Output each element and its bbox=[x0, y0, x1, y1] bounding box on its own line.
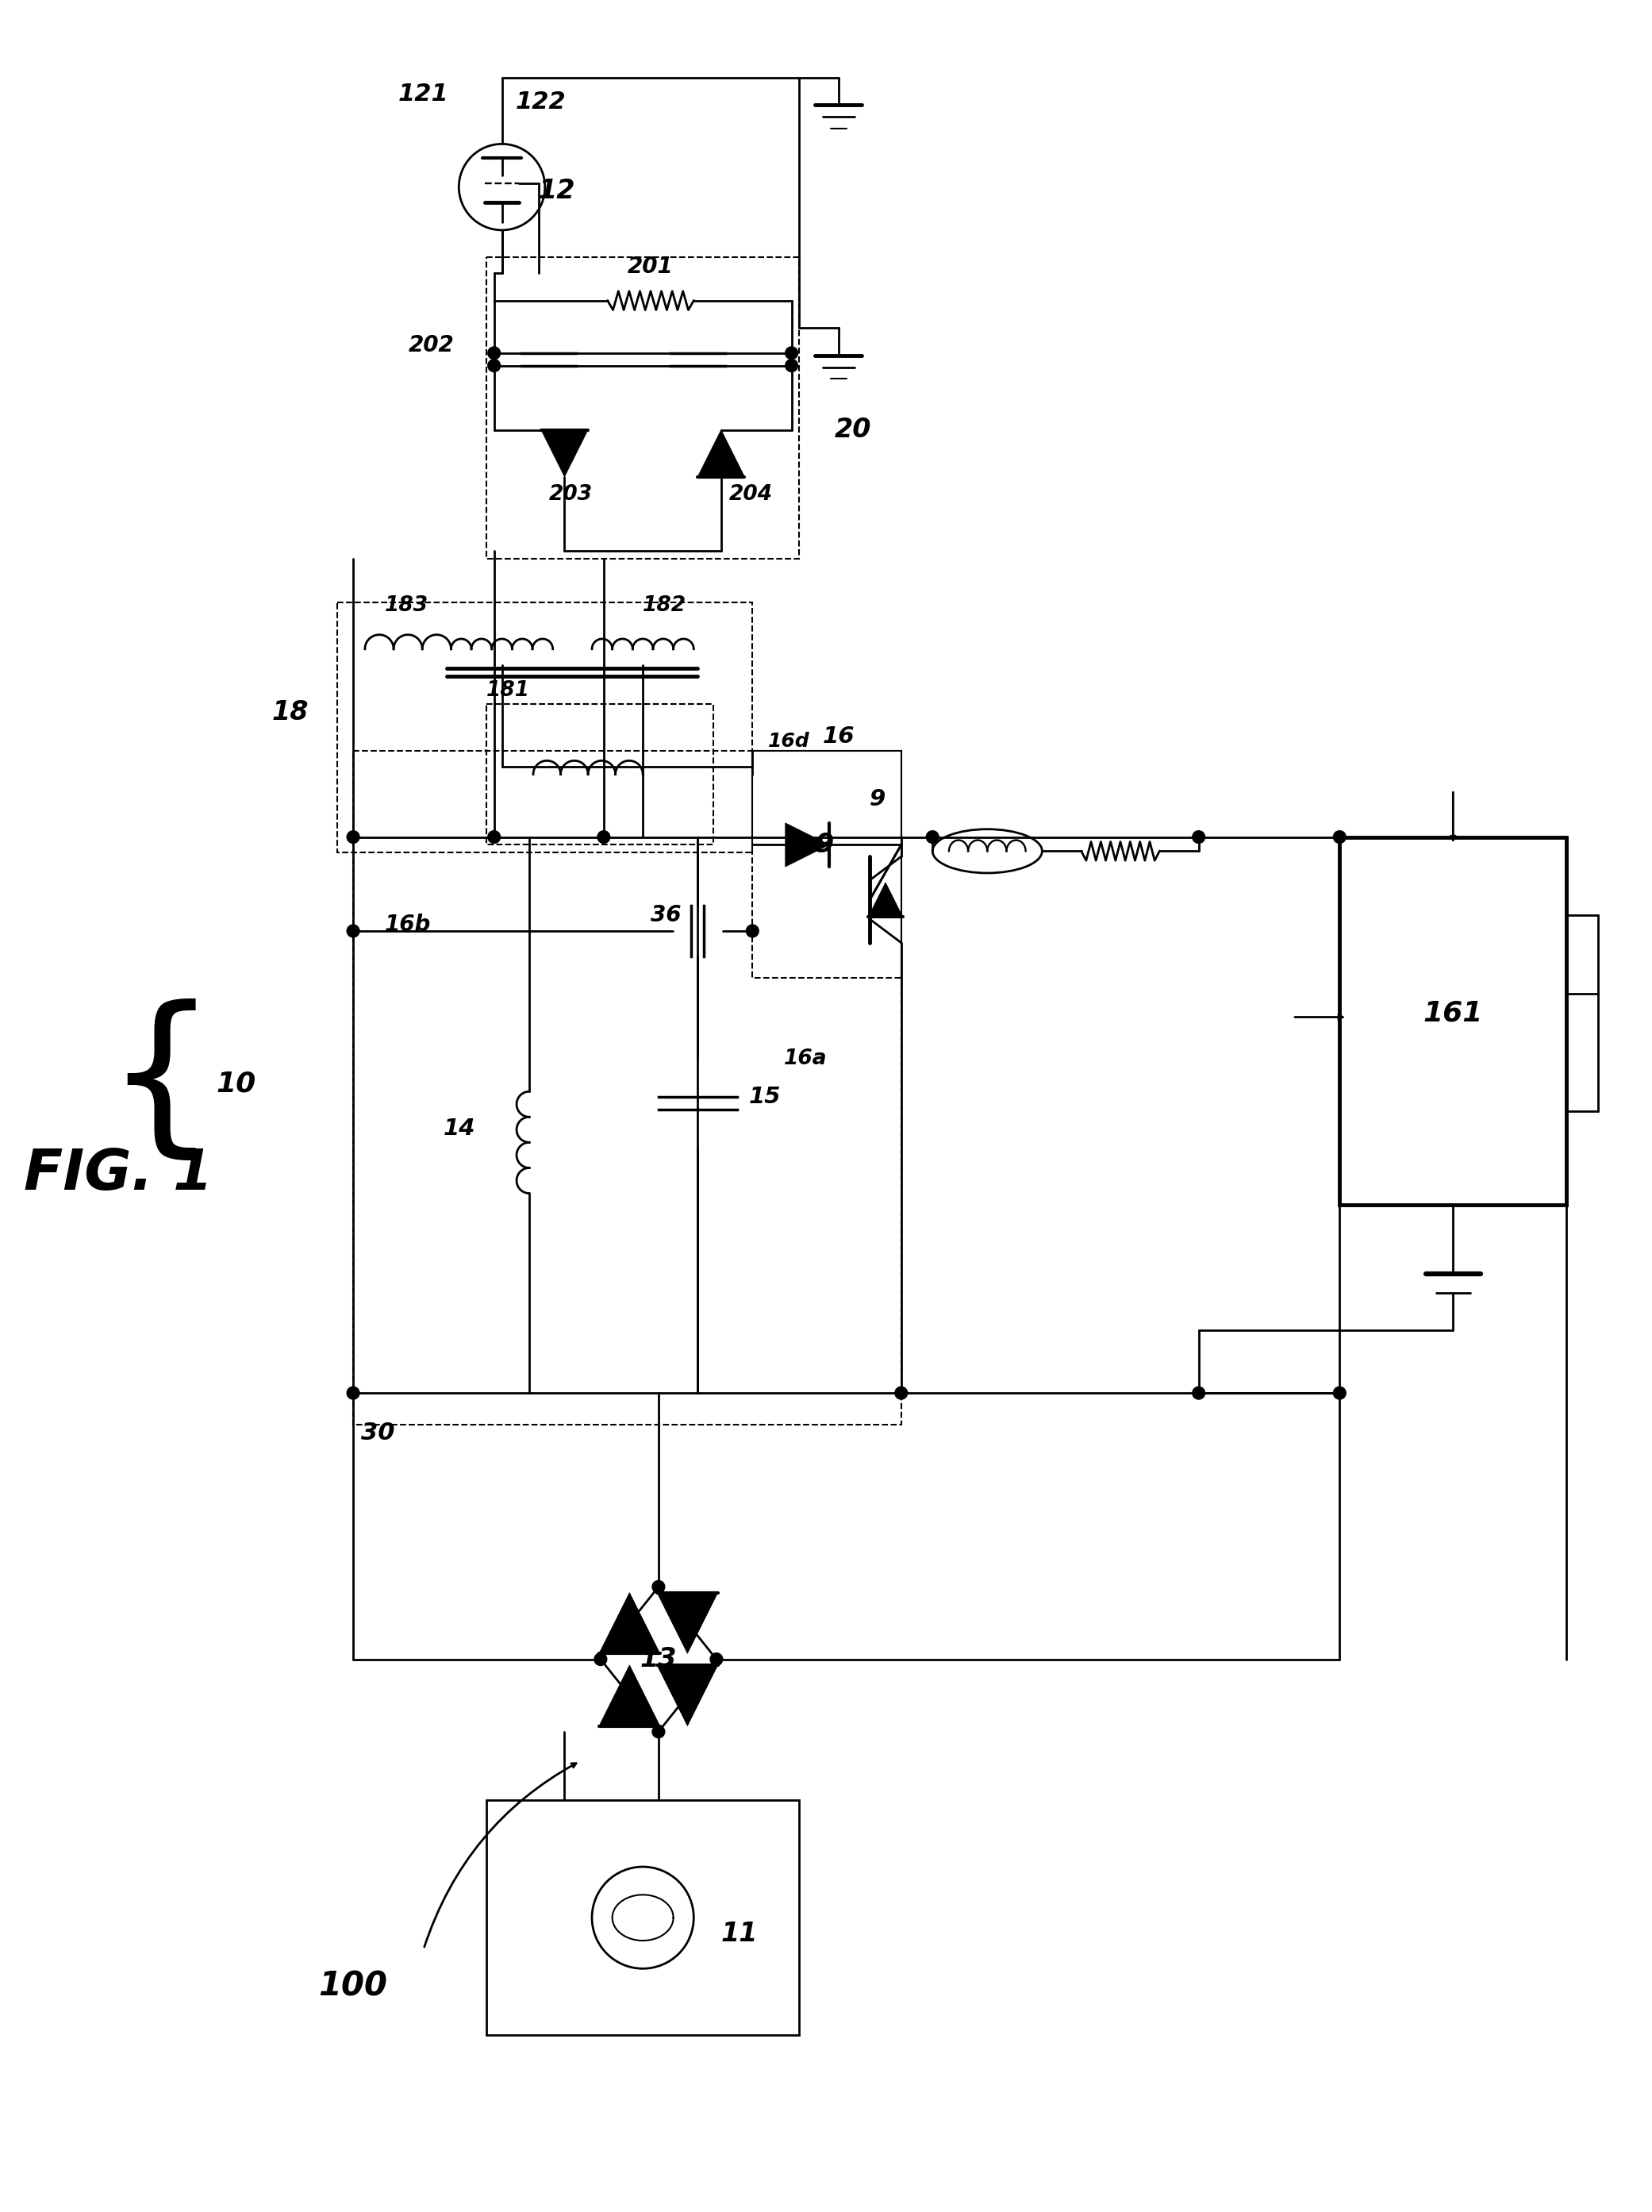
Bar bbox=[354, 750, 902, 1425]
Text: 202: 202 bbox=[408, 334, 454, 356]
Polygon shape bbox=[869, 883, 902, 918]
Text: {: { bbox=[106, 1000, 218, 1168]
Text: 20: 20 bbox=[834, 418, 872, 442]
Text: 100: 100 bbox=[319, 1971, 388, 2004]
Text: 121: 121 bbox=[398, 82, 449, 106]
Text: 16d: 16d bbox=[768, 732, 809, 750]
Text: 204: 204 bbox=[729, 484, 773, 504]
Polygon shape bbox=[785, 823, 829, 867]
Circle shape bbox=[653, 1582, 664, 1593]
Text: 122: 122 bbox=[515, 91, 567, 113]
Polygon shape bbox=[657, 1593, 719, 1652]
Circle shape bbox=[487, 347, 501, 358]
Polygon shape bbox=[600, 1593, 659, 1652]
Text: 12: 12 bbox=[539, 179, 575, 204]
Circle shape bbox=[487, 832, 501, 843]
Polygon shape bbox=[542, 429, 588, 478]
Text: 181: 181 bbox=[486, 679, 530, 701]
Text: 161: 161 bbox=[1424, 1000, 1483, 1026]
Circle shape bbox=[927, 832, 938, 843]
Polygon shape bbox=[600, 1666, 659, 1725]
Text: 14: 14 bbox=[443, 1117, 476, 1139]
Text: FIG. 1: FIG. 1 bbox=[23, 1146, 213, 1201]
Text: 16b: 16b bbox=[385, 914, 431, 936]
Circle shape bbox=[785, 358, 798, 372]
Text: 18: 18 bbox=[273, 699, 309, 726]
Bar bbox=[486, 1801, 800, 2035]
Text: 36: 36 bbox=[651, 905, 681, 927]
Circle shape bbox=[347, 832, 360, 843]
Circle shape bbox=[347, 1387, 360, 1400]
Circle shape bbox=[1193, 832, 1204, 843]
Circle shape bbox=[595, 1652, 606, 1666]
Bar bbox=[486, 703, 714, 845]
Text: 203: 203 bbox=[548, 484, 593, 504]
Circle shape bbox=[347, 925, 360, 938]
Polygon shape bbox=[657, 1666, 719, 1725]
Text: 13: 13 bbox=[639, 1646, 677, 1672]
Bar bbox=[486, 257, 800, 560]
Circle shape bbox=[785, 347, 798, 358]
Circle shape bbox=[710, 1652, 722, 1666]
Circle shape bbox=[1333, 1387, 1346, 1400]
Text: 10: 10 bbox=[216, 1071, 256, 1097]
Bar bbox=[752, 750, 902, 978]
Circle shape bbox=[487, 358, 501, 372]
Circle shape bbox=[895, 1387, 907, 1400]
Text: 15: 15 bbox=[748, 1086, 781, 1108]
Text: 9: 9 bbox=[871, 787, 885, 810]
Text: 16: 16 bbox=[823, 726, 854, 748]
Circle shape bbox=[1193, 1387, 1204, 1400]
Circle shape bbox=[747, 925, 758, 938]
Circle shape bbox=[598, 832, 610, 843]
Text: 16a: 16a bbox=[783, 1048, 828, 1068]
Text: 9: 9 bbox=[814, 832, 834, 858]
Circle shape bbox=[1333, 832, 1346, 843]
Text: 11: 11 bbox=[722, 1920, 758, 1947]
Text: 201: 201 bbox=[628, 257, 674, 279]
Bar bbox=[1340, 836, 1566, 1206]
Polygon shape bbox=[697, 429, 745, 478]
Text: 182: 182 bbox=[643, 595, 687, 617]
Text: 30: 30 bbox=[362, 1422, 395, 1444]
Bar bbox=[337, 602, 752, 852]
Text: 183: 183 bbox=[385, 595, 428, 617]
Circle shape bbox=[653, 1725, 664, 1739]
